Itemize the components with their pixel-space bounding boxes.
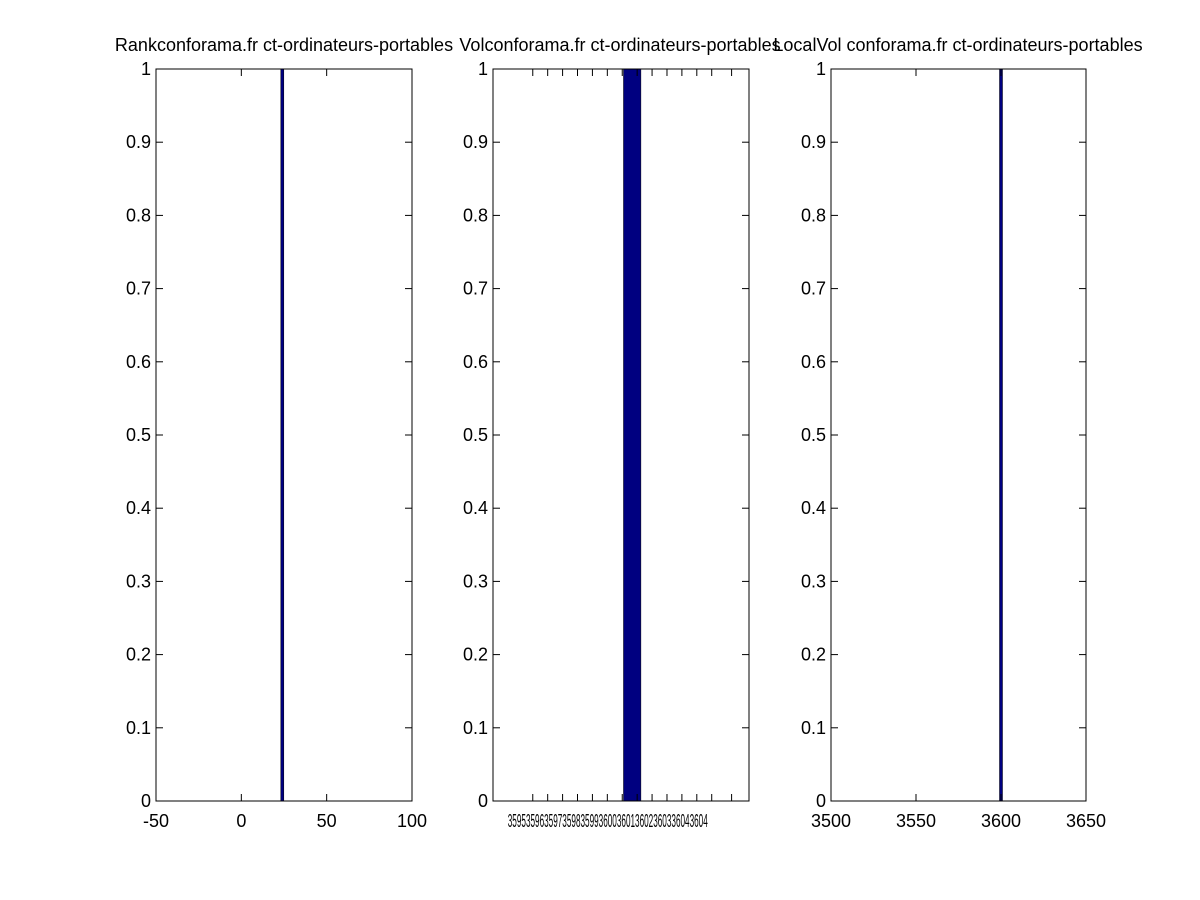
rank-ytick-label: 0.4 <box>126 498 151 518</box>
rank-ytick-label: 0.3 <box>126 571 151 591</box>
vol-ytick-label: 0.5 <box>463 425 488 445</box>
vol-xtick-labels-overlapping: 3595359635973598359936003601360236033604… <box>508 811 708 831</box>
localvol-histogram-bar <box>999 68 1003 802</box>
rank-ytick-label: 1 <box>141 59 151 79</box>
vol-ytick-label: 0.4 <box>463 498 488 518</box>
rank-histogram-axes: 00.10.20.30.40.50.60.70.80.91-50 0 50 100 <box>126 59 427 831</box>
vol-ytick-label: 1 <box>478 59 488 79</box>
localvol-xtick-label: 3650 <box>1066 811 1106 831</box>
rank-xtick-label: 100 <box>397 811 427 831</box>
axes-titles: Rankconforama.fr ct-ordinateurs-portable… <box>115 35 1143 55</box>
rank-histogram-title: Rankconforama.fr ct-ordinateurs-portable… <box>115 35 453 55</box>
localvol-ytick-label: 0.1 <box>801 718 826 738</box>
localvol-ytick-label: 0.7 <box>801 279 826 299</box>
rank-xtick-label: -50 <box>143 811 169 831</box>
localvol-ytick-label: 0.4 <box>801 498 826 518</box>
vol-ytick-label: 0.8 <box>463 205 488 225</box>
vol-ytick-label: 0.3 <box>463 571 488 591</box>
localvol-ytick-label: 0.9 <box>801 132 826 152</box>
localvol-ytick-label: 0.6 <box>801 352 826 372</box>
rank-xtick-label: 50 <box>317 811 337 831</box>
localvol-ytick-label: 0.3 <box>801 571 826 591</box>
localvol-ytick-label: 0.2 <box>801 645 826 665</box>
rank-ytick-label: 0.7 <box>126 279 151 299</box>
localvol-ytick-label: 0.5 <box>801 425 826 445</box>
vol-histogram-axes: 0 0.1 0.2 0.3 0.4 0.5 0.6 0.7 0.8 0.9 1 35953596359… <box>463 59 750 831</box>
rank-ytick-label: 0.1 <box>126 718 151 738</box>
rank-ytick-label: 0.9 <box>126 132 151 152</box>
rank-ytick-label: 0.2 <box>126 645 151 665</box>
vol-ytick-label: 0.9 <box>463 132 488 152</box>
localvol-xtick-label: 3500 <box>811 811 851 831</box>
rank-ytick-label: 0 <box>141 791 151 811</box>
rank-ytick-label: 0.5 <box>126 425 151 445</box>
vol-histogram-bar <box>623 68 642 802</box>
localvol-histogram-axes: 0 0.1 0.2 0.3 0.4 0.5 0.6 0.7 0.8 0.9 1 3500 3550 360… <box>801 59 1106 831</box>
localvol-ytick-label: 1 <box>816 59 826 79</box>
rank-xtick-label: 0 <box>236 811 246 831</box>
localvol-xtick-label: 3600 <box>981 811 1021 831</box>
localvol-xtick-label: 3550 <box>896 811 936 831</box>
vol-ytick-label: 0 <box>478 791 488 811</box>
vol-ytick-label: 0.1 <box>463 718 488 738</box>
rank-ytick-label: 0.6 <box>126 352 151 372</box>
rank-ytick-label: 0.8 <box>126 205 151 225</box>
rank-histogram-bar <box>280 68 285 802</box>
localvol-ytick-label: 0.8 <box>801 205 826 225</box>
vol-ytick-label: 0.6 <box>463 352 488 372</box>
localvol-ytick-label: 0 <box>816 791 826 811</box>
vol-ytick-label: 0.7 <box>463 279 488 299</box>
vol-histogram-title: Volconforama.fr ct-ordinateurs-portables <box>459 35 780 55</box>
vol-ytick-label: 0.2 <box>463 645 488 665</box>
localvol-histogram-title: LocalVol conforama.fr ct-ordinateurs-por… <box>773 35 1142 55</box>
